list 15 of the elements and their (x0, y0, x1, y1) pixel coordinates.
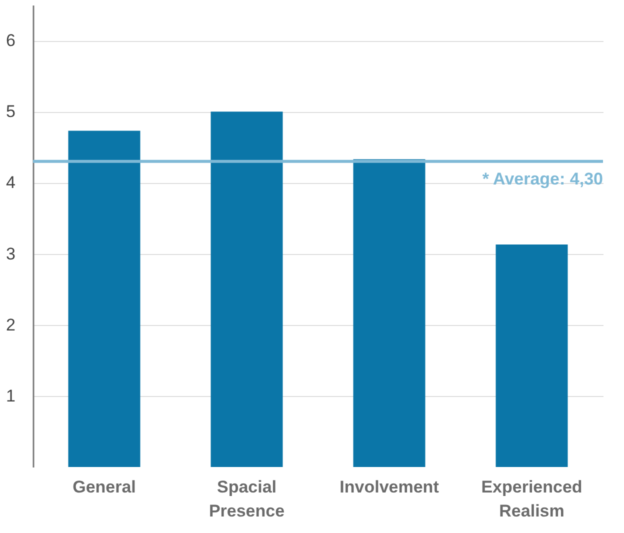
y-tick-label: 3 (6, 244, 16, 264)
bar (496, 244, 568, 467)
ref-line-label: * Average: 4,30 (482, 169, 603, 188)
bar (68, 130, 140, 467)
bar (210, 112, 283, 467)
y-tick-label: 5 (6, 102, 16, 122)
x-tick-label: Spacial Presence (208, 478, 285, 520)
x-tick-label: Experienced Realism (481, 478, 582, 520)
x-tick-label: Involvement (340, 478, 440, 496)
y-tick-label: 6 (6, 31, 16, 50)
bar (353, 159, 426, 467)
x-tick-label: General (72, 478, 136, 496)
y-tick-label: 4 (6, 173, 16, 192)
y-tick-label: 2 (6, 315, 16, 334)
y-tick-label: 1 (6, 386, 16, 406)
